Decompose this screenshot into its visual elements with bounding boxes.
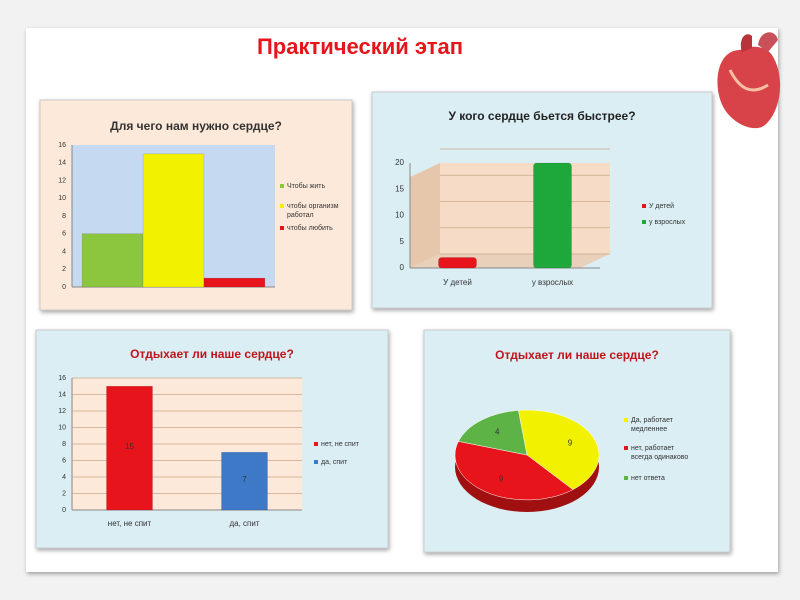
slide-title: Практический этап [257, 34, 463, 59]
y-tick-label: 8 [62, 213, 66, 220]
y-tick-label: 10 [58, 195, 66, 202]
legend-label: чтобы организм работал [287, 203, 339, 219]
legend-label: Чтобы жить [287, 183, 326, 190]
y-tick-label: 0 [400, 263, 405, 272]
y-tick-label: 2 [62, 266, 66, 273]
bar [81, 233, 144, 288]
y-tick-label: 15 [395, 184, 404, 193]
legend-swatch [280, 184, 284, 188]
pie-slice [518, 409, 600, 490]
y-tick-label: 10 [395, 211, 404, 220]
y-tick-label: 6 [62, 457, 66, 464]
legend-swatch [624, 446, 628, 450]
legend-swatch [314, 460, 318, 464]
legend-swatch [280, 204, 284, 208]
y-tick-label: 16 [58, 142, 66, 149]
y-tick-label: 0 [62, 507, 66, 514]
bar [203, 277, 266, 288]
y-tick-label: 14 [58, 160, 66, 167]
legend-swatch [642, 204, 646, 208]
legend-swatch [642, 220, 646, 224]
plot-area [440, 163, 610, 254]
data-label: 9 [568, 439, 573, 448]
bar [142, 153, 205, 288]
legend-label: нет, не спит [321, 441, 359, 448]
y-tick-label: 4 [62, 474, 66, 481]
pie-slice [454, 441, 574, 501]
y-tick-label: 16 [58, 375, 66, 382]
y-tick-label: 14 [58, 391, 66, 398]
y-tick-label: 12 [58, 177, 66, 184]
chart-title: Отдыхает ли наше сердце? [495, 348, 659, 362]
legend-swatch [280, 226, 284, 230]
legend-label: у взрослых [649, 219, 686, 226]
pie-slice [458, 410, 528, 456]
y-tick-label: 12 [58, 408, 66, 415]
data-label: 15 [125, 442, 134, 451]
y-tick-label: 2 [62, 490, 66, 497]
plot-sidewall [410, 163, 440, 268]
legend-label: да, спит [321, 459, 348, 466]
x-tick-label: у взрослых [532, 278, 573, 287]
data-label: 4 [495, 428, 500, 437]
y-tick-label: 4 [62, 248, 66, 255]
heart-icon [717, 32, 781, 129]
bar [438, 257, 477, 269]
bar [106, 386, 153, 511]
bar [533, 162, 572, 269]
data-label: 7 [242, 475, 247, 484]
y-tick-label: 8 [62, 441, 66, 448]
legend-label: нет, работает всегда одинаково [631, 445, 689, 461]
x-tick-label: У детей [443, 278, 472, 287]
legend-label: чтобы любить [287, 225, 333, 232]
x-tick-label: да, спит [229, 519, 259, 528]
y-tick-label: 0 [62, 284, 66, 291]
chart-title: У кого сердце бьется быстрее? [448, 109, 635, 123]
x-tick-label: нет, не спит [108, 519, 152, 528]
chart-title: Отдыхает ли наше сердце? [130, 347, 294, 361]
legend-label: Да, работает медленнее [631, 417, 673, 433]
legend-swatch [624, 418, 628, 422]
legend-swatch [624, 476, 628, 480]
legend-label: нет ответа [631, 475, 665, 482]
data-label: 9 [499, 474, 504, 483]
legend-label: У детей [649, 203, 675, 210]
legend-swatch [314, 442, 318, 446]
y-tick-label: 20 [395, 158, 404, 167]
bar [221, 452, 268, 511]
chart-title: Для чего нам нужно сердце? [110, 119, 282, 133]
y-tick-label: 5 [400, 237, 405, 246]
y-tick-label: 10 [58, 424, 66, 431]
y-tick-label: 6 [62, 231, 66, 238]
